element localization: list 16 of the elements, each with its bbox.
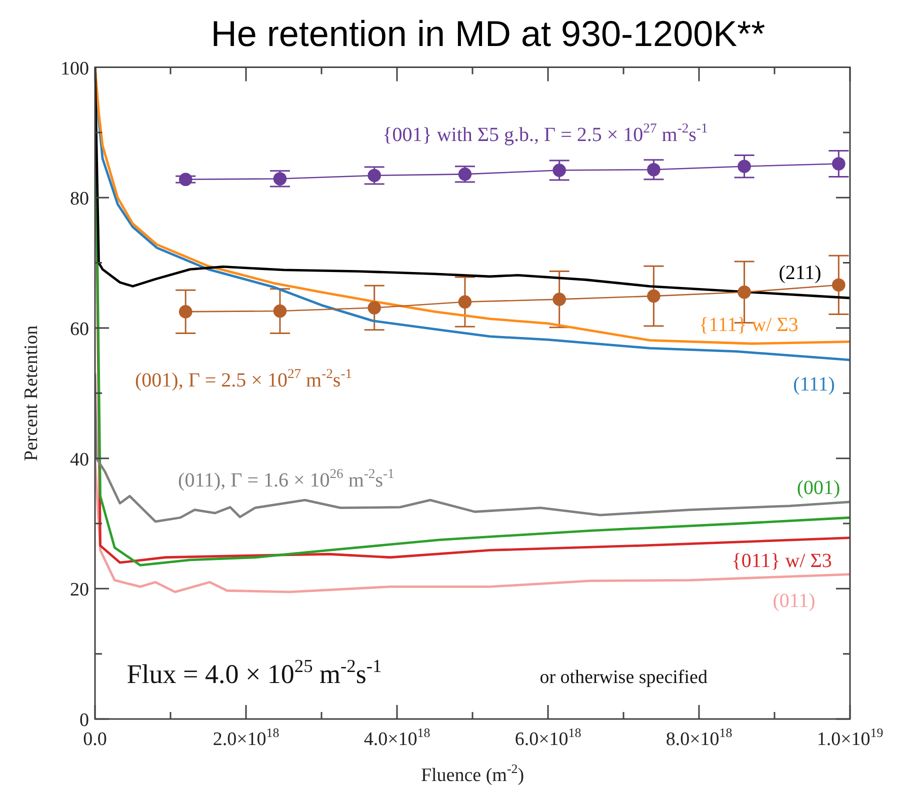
y-tick-label: 20 xyxy=(70,580,89,601)
y-tick-label: 40 xyxy=(70,449,89,470)
y-tick-label: 100 xyxy=(60,58,89,80)
y-tick-label: 0 xyxy=(80,710,89,731)
series-label: {011} w/ Σ3 xyxy=(732,550,832,572)
series-label: (001) xyxy=(796,477,840,500)
y-tick-label: 60 xyxy=(70,318,89,340)
series-label: (111) xyxy=(793,374,835,396)
annotation: or otherwise specified xyxy=(540,667,708,688)
y-axis-title: Percent Retention xyxy=(21,324,42,461)
chart-title: He retention in MD at 930-1200K** xyxy=(210,12,766,56)
series-label: (211) xyxy=(778,262,822,284)
series-label: {111} w/ Σ3 xyxy=(699,314,798,336)
y-tick-label: 80 xyxy=(70,188,89,210)
series-label: (011) xyxy=(772,590,816,612)
x-tick-label: 0.0 xyxy=(83,729,107,750)
